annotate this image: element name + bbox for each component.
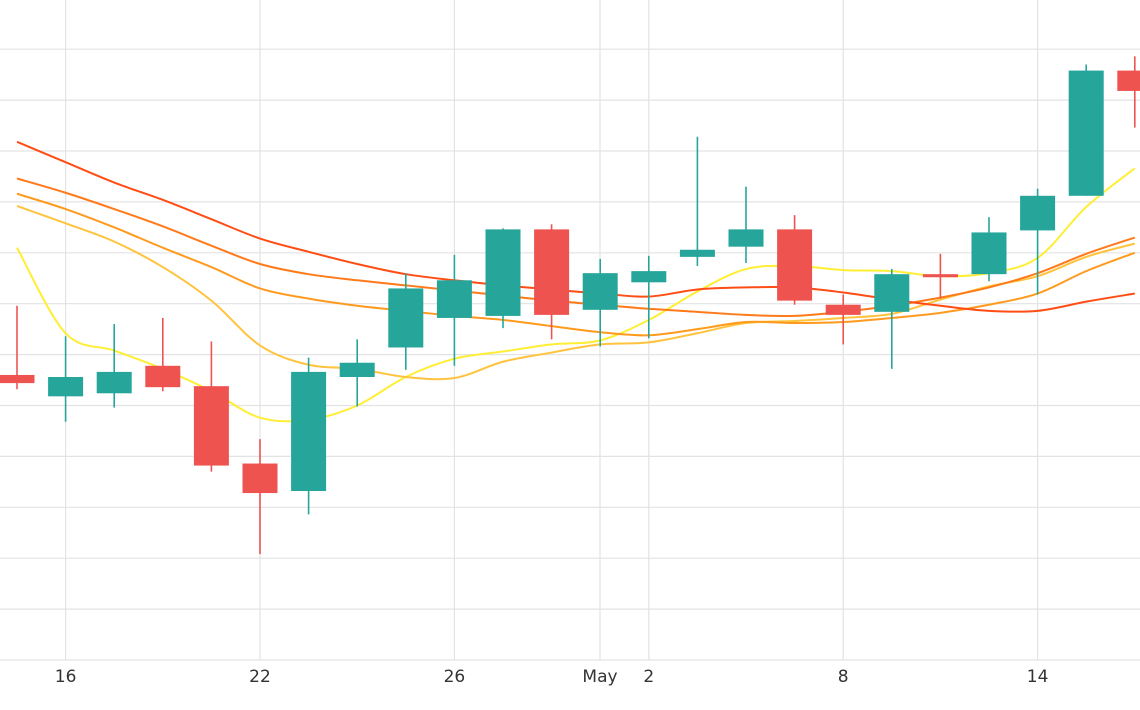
candle-body-23: [1117, 70, 1140, 91]
candle-body-19: [922, 274, 958, 278]
candle-21: [1020, 188, 1056, 295]
candle-20: [971, 217, 1007, 282]
candle-body-21: [1020, 195, 1056, 231]
candle-body-7: [339, 362, 375, 377]
ma-line-2: [16, 192, 1136, 337]
x-tick-label-1: 22: [249, 667, 271, 687]
candle-3: [145, 317, 181, 392]
candle-body-20: [971, 232, 1007, 275]
candle-9: [436, 254, 472, 366]
candle-body-17: [825, 304, 861, 315]
horizontal-gridlines: [0, 48, 1140, 661]
candle-6: [291, 357, 327, 515]
x-tick-label-4: 2: [643, 667, 654, 687]
candle-body-1: [48, 376, 84, 397]
candles: [0, 56, 1140, 555]
candle-23: [1117, 56, 1140, 128]
candle-18: [874, 269, 910, 369]
ma-line-4: [16, 140, 1135, 313]
x-axis-tick-labels: 16 22 26 May 2 8 14: [55, 667, 1049, 687]
x-tick-label-2: 26: [444, 667, 466, 687]
candle-body-8: [388, 288, 424, 348]
candle-4: [193, 341, 229, 472]
ma-line-3: [16, 177, 1136, 318]
ma-line-1: [16, 205, 1136, 381]
candle-12: [582, 258, 618, 347]
candle-15: [728, 186, 764, 263]
candle-19: [922, 253, 958, 299]
candle-body-13: [631, 271, 667, 283]
x-tick-label-6: 14: [1027, 667, 1049, 687]
candle-body-18: [874, 274, 910, 312]
candle-body-6: [291, 371, 327, 492]
candle-14: [679, 136, 715, 267]
x-tick-label-3: May: [582, 667, 617, 687]
candle-body-3: [145, 365, 181, 388]
x-tick-label-5: 8: [838, 667, 849, 687]
candle-2: [96, 324, 132, 408]
candle-8: [388, 273, 424, 370]
candle-10: [485, 228, 521, 329]
candle-body-16: [777, 229, 813, 301]
ma-line-0: [16, 167, 1136, 423]
candle-body-9: [436, 280, 472, 318]
candle-0: [0, 305, 35, 390]
candle-body-14: [679, 249, 715, 257]
candle-body-11: [534, 229, 570, 315]
candle-body-5: [242, 463, 278, 494]
candle-body-4: [193, 386, 229, 466]
candle-17: [825, 294, 861, 345]
candle-body-15: [728, 229, 764, 247]
candle-body-12: [582, 273, 618, 310]
candle-1: [48, 336, 84, 422]
candle-body-10: [485, 229, 521, 316]
candle-11: [534, 224, 570, 340]
candle-5: [242, 439, 278, 555]
candle-22: [1068, 64, 1104, 196]
candle-13: [631, 255, 667, 339]
candle-16: [777, 215, 813, 305]
x-tick-label-0: 16: [55, 667, 77, 687]
candle-body-2: [96, 371, 132, 394]
moving-average-lines: [16, 140, 1136, 423]
candle-body-22: [1068, 70, 1104, 196]
candle-body-0: [0, 374, 35, 384]
candle-7: [339, 339, 375, 407]
